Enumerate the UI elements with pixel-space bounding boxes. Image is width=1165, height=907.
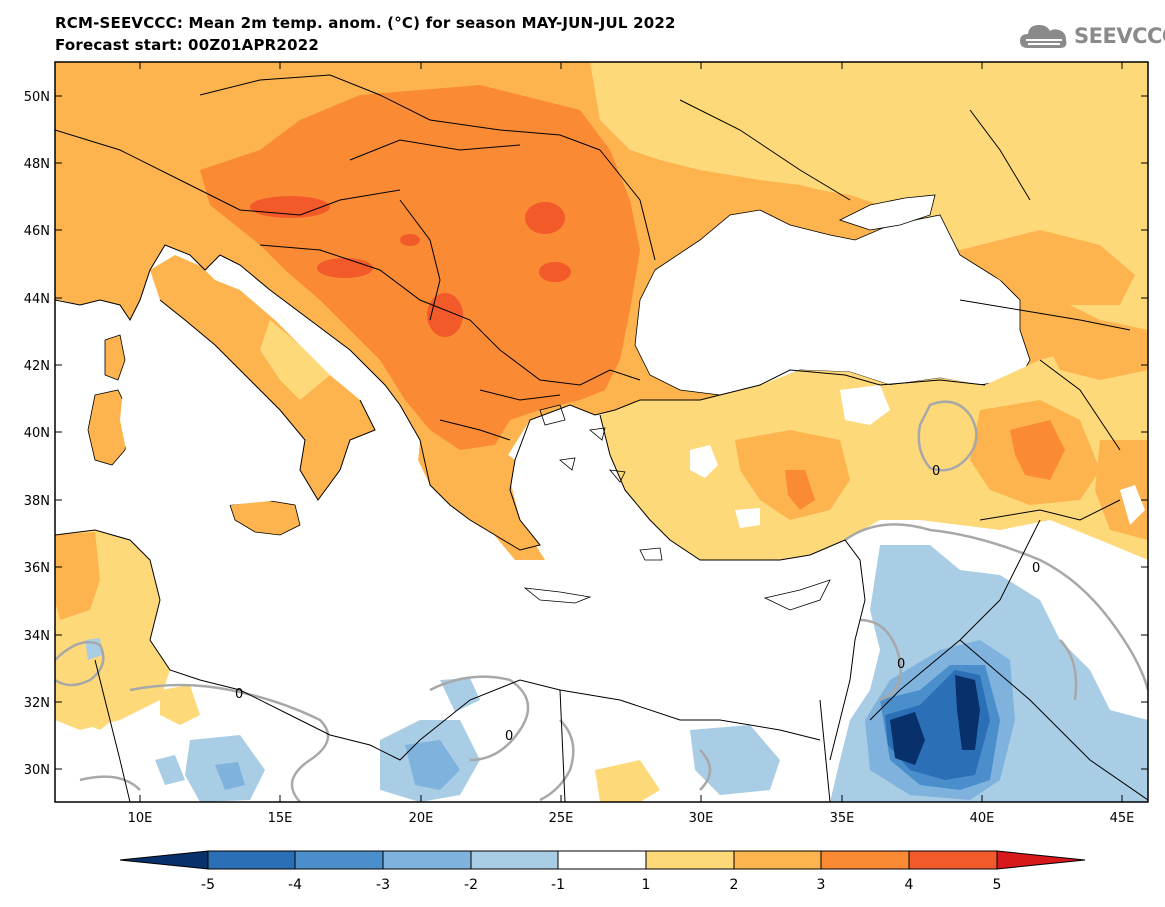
- adriatic-sea: [205, 265, 420, 460]
- colorbar-segment: [119, 850, 209, 870]
- colorbar-segment: [207, 850, 296, 870]
- contour-label: 0: [235, 687, 243, 702]
- contour-label: 0: [932, 464, 940, 479]
- colorbar-segment: [557, 850, 647, 870]
- colorbar-segment: [294, 850, 384, 870]
- lon-label: 20E: [409, 811, 434, 826]
- forecast-start: Forecast start: 00Z01APR2022: [55, 36, 319, 54]
- lat-label: 40N: [24, 426, 50, 441]
- lon-label: 35E: [830, 811, 855, 826]
- map-title: RCM-SEEVCCC: Mean 2m temp. anom. (°C) fo…: [55, 14, 676, 32]
- balkans-hot: [200, 85, 640, 450]
- tyrrhenian-sea: [120, 300, 305, 505]
- colorbar-label: -5: [201, 877, 215, 893]
- seevccc-logo: SEEVCCC: [1018, 20, 1165, 52]
- lat-label: 44N: [24, 292, 50, 307]
- colorbar-segment: [470, 850, 559, 870]
- lat-label: 50N: [24, 90, 50, 105]
- colorbar-label: -3: [376, 877, 390, 893]
- lat-label: 32N: [24, 696, 50, 711]
- lon-label: 30E: [689, 811, 714, 826]
- colorbar-segment: [645, 850, 735, 870]
- greece: [418, 440, 540, 550]
- lon-label: 10E: [128, 811, 153, 826]
- longitude-axis: 10E 15E 20E 25E 30E 35E 40E 45E: [128, 62, 1135, 826]
- lat-label: 34N: [24, 629, 50, 644]
- logo-text: SEEVCCC: [1074, 24, 1165, 48]
- cloud-icon: [1020, 25, 1067, 48]
- lat-label: 38N: [24, 494, 50, 509]
- colorbar-labels: -5 -4 -3 -2 -1 1 2 3 4 5: [201, 877, 1001, 893]
- colorbar-label: 1: [642, 877, 651, 893]
- lon-label: 40E: [970, 811, 995, 826]
- lat-label: 46N: [24, 224, 50, 239]
- colorbar-segment: [908, 850, 998, 870]
- lon-label: 15E: [268, 811, 293, 826]
- italy: [150, 255, 375, 500]
- black-sea: [634, 209, 1031, 396]
- colorbar-segment: [382, 850, 472, 870]
- lat-label: 48N: [24, 157, 50, 172]
- colorbar-label: 2: [730, 877, 739, 893]
- colorbar-label: -2: [464, 877, 478, 893]
- colorbar-segment: [996, 850, 1086, 870]
- colorbar-label: 3: [817, 877, 826, 893]
- lat-label: 36N: [24, 561, 50, 576]
- colorbar-label: 5: [993, 877, 1002, 893]
- latitude-axis: 50N 48N 46N 44N 42N 40N 38N 36N 34N 32N …: [24, 90, 1148, 778]
- colorbar-label: -4: [288, 877, 302, 893]
- lon-label: 25E: [549, 811, 574, 826]
- lon-label: 45E: [1110, 811, 1135, 826]
- colorbar-segment: [733, 850, 822, 870]
- map-field: 0 0 0 0 0: [55, 62, 1148, 802]
- colorbar-segment: [820, 850, 910, 870]
- colorbar: [119, 850, 1086, 870]
- contour-label: 0: [897, 657, 905, 672]
- contour-label: 0: [1032, 561, 1040, 576]
- lat-label: 42N: [24, 359, 50, 374]
- lat-label: 30N: [24, 763, 50, 778]
- colorbar-label: 4: [905, 877, 914, 893]
- contour-label: 0: [505, 729, 513, 744]
- turkey: [600, 345, 1148, 560]
- colorbar-label: -1: [551, 877, 565, 893]
